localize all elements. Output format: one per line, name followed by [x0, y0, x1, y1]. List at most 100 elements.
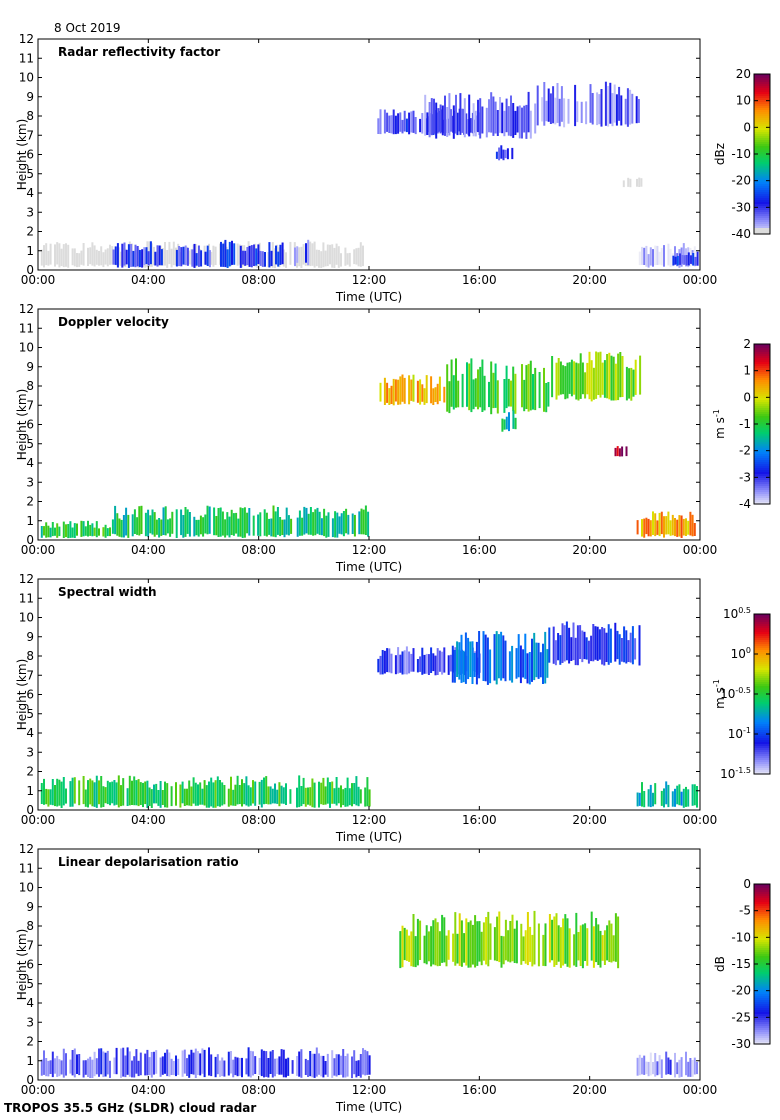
data-stripe — [522, 936, 525, 962]
data-stripe — [494, 363, 497, 408]
data-stripe — [69, 781, 72, 807]
data-stripe — [172, 241, 175, 266]
data-stripe — [498, 147, 501, 161]
data-stripe — [461, 108, 464, 133]
data-stripe — [432, 388, 435, 405]
data-stripe — [62, 777, 65, 806]
data-stripe — [497, 634, 500, 679]
x-tick-label: 04:00 — [131, 543, 166, 557]
data-stripe — [451, 645, 454, 683]
data-stripe — [587, 640, 590, 664]
y-tick-label: 1 — [26, 784, 34, 798]
colorbar-tick-label: -15 — [731, 957, 751, 971]
data-stripe — [353, 249, 356, 265]
data-stripe — [109, 782, 111, 806]
colorbar-cell — [754, 90, 770, 93]
data-stripe — [141, 249, 144, 268]
colorbar-cell — [754, 1038, 770, 1041]
colorbar-cell — [754, 710, 770, 713]
colorbar-cell — [754, 900, 770, 903]
colorbar-cell — [754, 692, 770, 695]
y-tick-label: 12 — [19, 842, 34, 856]
y-tick-label: 1 — [26, 244, 34, 258]
colorbar-cell — [754, 990, 770, 993]
data-stripe — [289, 241, 292, 265]
data-stripe — [479, 98, 482, 139]
data-stripe — [548, 914, 551, 963]
data-stripe — [570, 637, 573, 661]
data-stripe — [159, 1057, 162, 1077]
colorbar-cell — [754, 412, 770, 415]
data-stripe — [136, 517, 139, 535]
data-stripe — [596, 92, 599, 126]
y-tick-label: 6 — [26, 148, 34, 162]
data-field — [40, 621, 698, 808]
data-stripe — [142, 782, 144, 808]
data-stripe — [383, 377, 386, 405]
data-stripe — [669, 1059, 672, 1075]
data-stripe — [490, 92, 493, 133]
data-stripe — [614, 363, 617, 401]
data-stripe — [421, 113, 424, 134]
colorbar-cell — [754, 632, 770, 635]
data-stripe — [501, 418, 504, 432]
colorbar-cell — [754, 150, 770, 153]
data-stripe — [496, 110, 499, 136]
data-stripe — [619, 352, 622, 398]
y-tick-label: 7 — [26, 128, 34, 142]
data-stripe — [252, 1051, 254, 1076]
data-stripe — [146, 780, 149, 808]
data-stripe — [206, 505, 209, 535]
data-stripe — [589, 84, 592, 123]
data-stripe — [150, 1052, 153, 1078]
data-stripe — [493, 634, 496, 681]
colorbar-cell — [754, 976, 770, 979]
colorbar-cell — [754, 502, 770, 505]
colorbar-cell — [754, 640, 770, 643]
data-stripe — [455, 358, 457, 408]
data-stripe — [586, 928, 589, 966]
data-stripe — [242, 250, 244, 265]
data-stripe — [594, 626, 597, 660]
data-stripe — [638, 625, 641, 666]
data-stripe — [95, 521, 98, 538]
data-stripe — [449, 109, 452, 132]
data-stripe — [514, 110, 517, 135]
data-stripe — [304, 787, 307, 807]
data-stripe — [386, 382, 389, 403]
data-stripe — [351, 783, 353, 807]
data-stripe — [625, 446, 628, 457]
colorbar-cell — [754, 686, 770, 689]
data-stripe — [216, 1054, 219, 1075]
data-stripe — [436, 922, 439, 967]
colorbar-cell — [754, 970, 770, 973]
data-stripe — [327, 512, 330, 537]
data-stripe — [631, 93, 634, 124]
data-stripe — [584, 372, 587, 399]
colorbar-tick-label: 20 — [736, 67, 751, 81]
colorbar-cell — [754, 658, 770, 661]
data-stripe — [340, 513, 343, 535]
data-stripe — [47, 1060, 50, 1077]
data-stripe — [235, 512, 238, 534]
data-stripe — [599, 930, 602, 968]
data-stripe — [278, 1056, 281, 1075]
data-stripe — [197, 784, 199, 806]
data-stripe — [257, 244, 260, 264]
data-stripe — [98, 780, 100, 805]
colorbar-cell — [754, 954, 770, 957]
data-stripe — [337, 787, 340, 804]
data-stripe — [296, 246, 299, 263]
colorbar-cell — [754, 902, 770, 905]
colorbar-cell — [754, 644, 770, 647]
data-stripe — [82, 1060, 85, 1078]
data-stripe — [498, 911, 501, 963]
colorbar-cell — [754, 380, 770, 383]
data-stripe — [315, 1047, 318, 1077]
data-stripe — [153, 246, 155, 266]
data-stripe — [93, 1051, 96, 1077]
colorbar-cell — [754, 86, 770, 89]
colorbar-cell — [754, 94, 770, 97]
data-stripe — [113, 780, 116, 806]
colorbar-cell — [754, 1000, 770, 1003]
